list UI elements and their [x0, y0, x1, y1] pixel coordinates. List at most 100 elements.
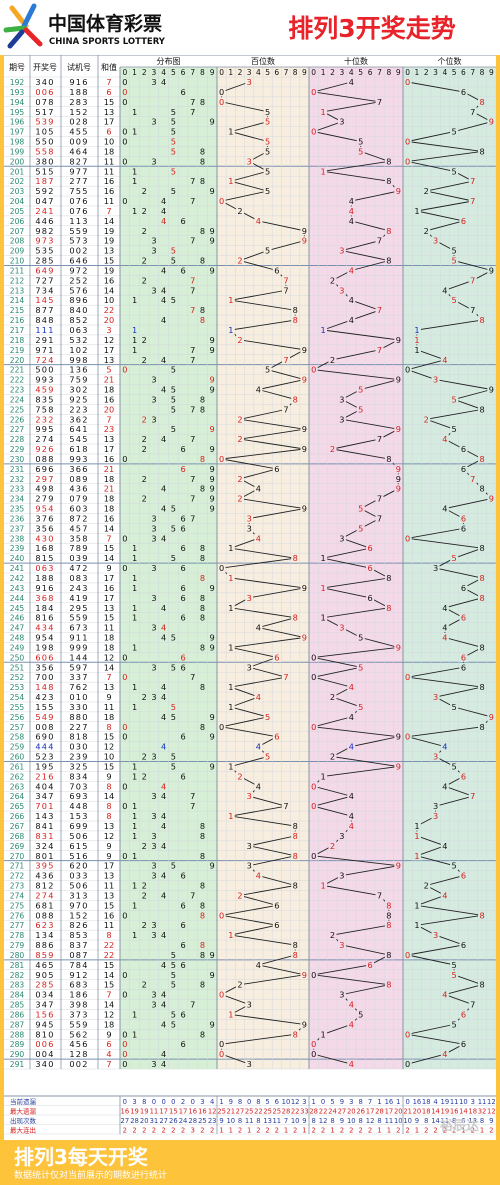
sum-value: 11	[104, 156, 114, 166]
test-number: 398	[69, 1000, 88, 1010]
trend-point-bg	[309, 87, 318, 97]
trend-point-bg	[487, 265, 496, 275]
sum-value: 14	[104, 791, 114, 801]
trend-point-units: 5	[452, 246, 457, 256]
draw-number: 434	[35, 623, 54, 633]
stats-value: 6	[275, 1098, 279, 1106]
issue-number: 279	[10, 941, 25, 950]
draw-number: 606	[35, 652, 54, 662]
trend-point-units: 3	[433, 930, 438, 940]
trend-point-bg	[272, 900, 281, 910]
trend-point-units: 5	[452, 295, 457, 305]
test-number: 559	[69, 613, 88, 623]
distribution-digit: 8	[200, 553, 205, 563]
draw-number: 500	[35, 365, 54, 375]
trend-point-bg	[450, 1019, 459, 1029]
distribution-digit: 6	[180, 732, 185, 742]
issue-number: 276	[10, 911, 25, 920]
stats-value: 2	[340, 1127, 344, 1135]
trend-point-bg	[226, 1009, 235, 1019]
trend-point-units: 8	[479, 543, 484, 553]
trend-point-bg	[328, 841, 337, 851]
stats-value: 20	[413, 1108, 422, 1116]
sum-value: 18	[104, 1019, 114, 1029]
distribution-digit: 4	[161, 890, 166, 900]
trend-point-units: 8	[479, 722, 484, 732]
issue-number: 291	[10, 1060, 25, 1069]
issue-number: 205	[10, 207, 25, 216]
trend-point-units: 3	[433, 811, 438, 821]
sum-value: 8	[106, 811, 111, 821]
test-number: 087	[69, 950, 88, 960]
stats-value: 8	[452, 1117, 456, 1125]
trend-point-bg	[309, 722, 318, 732]
trend-point-tens: 1	[320, 166, 325, 176]
trend-point-tens: 4	[349, 791, 354, 801]
trend-point-hundreds: 6	[274, 900, 279, 910]
distribution-digit: 3	[151, 533, 156, 543]
trend-point-bg	[245, 513, 254, 523]
stats-value: 1	[302, 1127, 306, 1135]
trend-point-hundreds: 1	[228, 1009, 233, 1019]
distribution-digit: 2	[142, 275, 147, 285]
trend-point-bg	[422, 226, 431, 236]
stats-label: 最大连出	[10, 1126, 36, 1135]
sum-value: 18	[104, 474, 114, 484]
stats-value: 0	[405, 1098, 409, 1106]
trend-point-bg	[328, 930, 337, 940]
trend-point-bg	[487, 494, 496, 504]
trend-point-tens: 9	[396, 186, 401, 196]
stats-value: 2	[210, 1127, 214, 1135]
distribution-digit: 5	[171, 950, 176, 960]
distribution-digit: 5	[171, 1019, 176, 1029]
trend-point-tens: 0	[311, 87, 316, 97]
issue-number: 223	[10, 386, 25, 395]
distribution-digit: 2	[142, 444, 147, 454]
distribution-digit: 0	[122, 1029, 127, 1039]
distribution-digit: 1	[132, 900, 137, 910]
trend-point-bg	[291, 613, 300, 623]
issue-number: 287	[10, 1020, 25, 1029]
trend-point-tens: 4	[349, 742, 354, 752]
trend-point-bg	[384, 910, 393, 920]
test-number: 144	[69, 652, 88, 662]
trend-point-units: 8	[479, 454, 484, 464]
distribution-digit: 5	[171, 166, 176, 176]
trend-point-bg	[226, 642, 235, 652]
distribution-digit: 2	[142, 186, 147, 196]
draw-number: 376	[35, 513, 54, 523]
draw-number: 835	[35, 394, 54, 404]
test-number: 373	[69, 1009, 88, 1019]
distribution-digit: 9	[210, 236, 215, 246]
stats-value: 1	[330, 1127, 334, 1135]
distribution-digit: 4	[161, 504, 166, 514]
sum-value: 11	[104, 196, 114, 206]
distribution-digit: 3	[151, 752, 156, 762]
distribution-digit: 9	[210, 712, 215, 722]
trend-point-bg	[347, 712, 356, 722]
digit-header: 3	[247, 68, 252, 77]
trend-point-hundreds: 9	[302, 236, 307, 246]
trend-point-bg	[412, 821, 421, 831]
trend-point-bg	[478, 573, 487, 583]
trend-point-tens: 9	[396, 761, 401, 771]
trend-point-bg	[468, 107, 477, 117]
distribution-digit: 0	[122, 672, 127, 682]
distribution-digit: 3	[151, 523, 156, 533]
distribution-digit: 3	[151, 375, 156, 385]
stats-value: 27	[121, 1117, 130, 1125]
trend-point-units: 7	[470, 176, 475, 186]
trend-point-bg	[478, 146, 487, 156]
draw-number: 841	[35, 821, 54, 831]
issue-number: 246	[10, 614, 25, 623]
distribution-digit: 8	[200, 950, 205, 960]
draw-number: 539	[35, 117, 54, 127]
trend-point-bg	[236, 771, 244, 781]
distribution-digit: 9	[210, 861, 215, 871]
distribution-digit: 0	[122, 156, 127, 166]
sum-value: 5	[106, 365, 111, 375]
distribution-digit: 8	[200, 156, 205, 166]
digit-header: 1	[415, 68, 420, 77]
trend-point-bg	[337, 533, 346, 543]
trend-point-bg	[245, 523, 254, 533]
